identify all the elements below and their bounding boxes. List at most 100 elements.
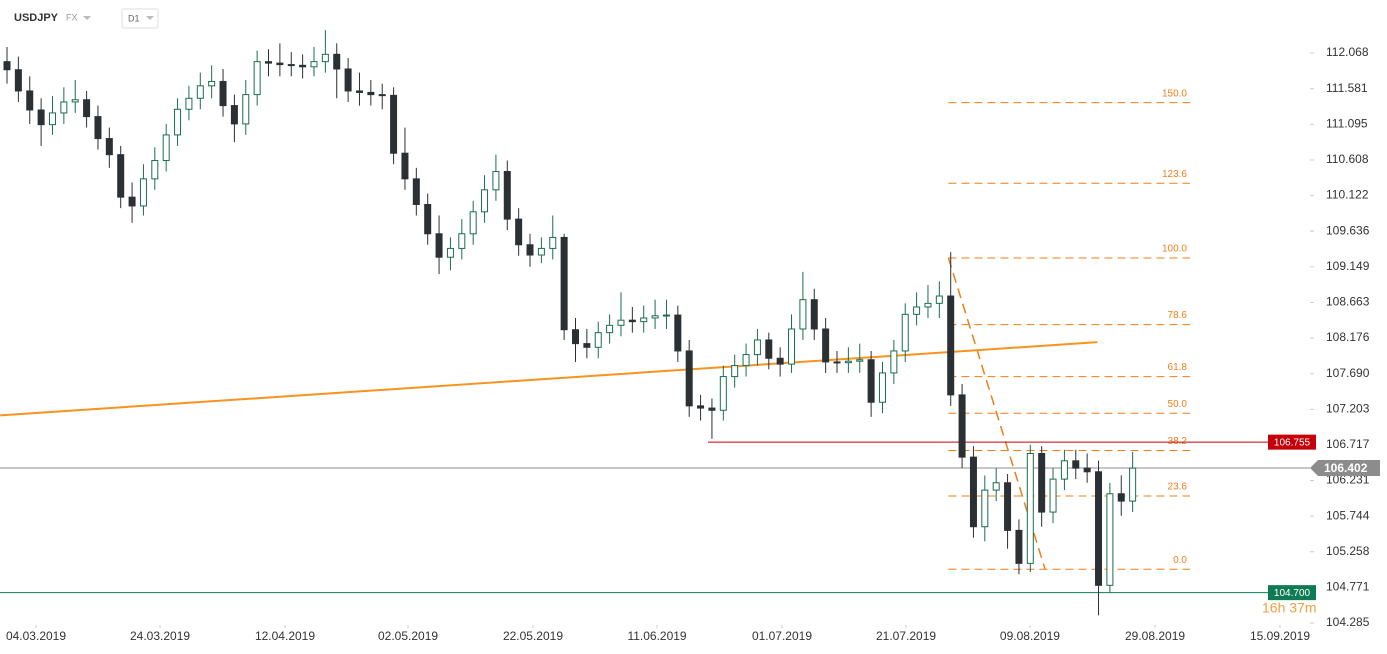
candle-body bbox=[1026, 452, 1034, 564]
interval[interactable]: D1 bbox=[128, 13, 140, 23]
fib-label: 150.0 bbox=[1162, 88, 1187, 99]
candle-body bbox=[48, 112, 56, 126]
x-tick-label: 22.05.2019 bbox=[503, 629, 563, 643]
candle-body bbox=[651, 315, 659, 319]
candle-body bbox=[708, 407, 716, 411]
candle-body bbox=[321, 53, 329, 63]
interval-box[interactable] bbox=[121, 8, 159, 29]
candle-body bbox=[265, 61, 273, 64]
candle-body bbox=[594, 332, 602, 348]
candle-body bbox=[878, 372, 886, 403]
candle-body bbox=[446, 247, 454, 258]
x-tick-label: 09.08.2019 bbox=[1000, 629, 1060, 643]
price-box bbox=[1310, 459, 1380, 476]
x-tick-label: 24.03.2019 bbox=[130, 629, 190, 643]
candle-body bbox=[390, 94, 398, 154]
fib-label: 61.8 bbox=[1168, 362, 1188, 373]
interval-caret[interactable] bbox=[146, 16, 154, 20]
candle-body bbox=[1004, 482, 1012, 531]
market-caret[interactable] bbox=[83, 16, 91, 20]
fib-label: 0.0 bbox=[1173, 555, 1187, 566]
candle-body bbox=[435, 233, 443, 258]
candle-body bbox=[287, 64, 295, 67]
candle-body bbox=[26, 90, 34, 111]
candle-body bbox=[742, 354, 750, 367]
candle-body bbox=[765, 339, 773, 359]
fib-anchor bbox=[947, 257, 1046, 570]
price-box bbox=[1268, 434, 1316, 450]
candle-body bbox=[947, 295, 955, 396]
y-tick-label: 106.717 bbox=[1326, 437, 1370, 451]
y-tick-label: 107.203 bbox=[1326, 401, 1370, 415]
candle-body bbox=[310, 61, 318, 68]
candle-body bbox=[208, 80, 216, 87]
x-tick-label: 29.08.2019 bbox=[1125, 629, 1185, 643]
x-tick-label: 15.09.2019 bbox=[1250, 629, 1310, 643]
candle-body bbox=[913, 306, 921, 315]
x-tick-label: 21.07.2019 bbox=[876, 629, 936, 643]
price-label: 106.755 bbox=[1274, 437, 1311, 448]
candle-body bbox=[469, 211, 477, 235]
y-tick-label: 110.122 bbox=[1326, 188, 1369, 202]
y-tick-label: 107.690 bbox=[1326, 366, 1370, 380]
x-tick-label: 01.07.2019 bbox=[752, 629, 812, 643]
candle-body bbox=[526, 244, 534, 256]
candle-body bbox=[549, 236, 557, 249]
candle-body bbox=[117, 154, 125, 198]
candle-body bbox=[537, 247, 545, 256]
y-tick-label: 108.663 bbox=[1326, 295, 1370, 309]
candle-body bbox=[185, 97, 193, 110]
candle-body bbox=[935, 295, 943, 304]
candle-body bbox=[1072, 460, 1080, 469]
fib-label: 23.6 bbox=[1168, 482, 1188, 493]
candle-body bbox=[83, 99, 91, 118]
symbol[interactable]: USDJPY bbox=[14, 12, 59, 24]
candle-body bbox=[37, 109, 45, 126]
x-tick-label: 12.04.2019 bbox=[255, 629, 315, 643]
candle-body bbox=[606, 324, 614, 334]
candle-body bbox=[788, 328, 796, 365]
candle-body bbox=[128, 196, 136, 207]
y-tick-label: 105.744 bbox=[1326, 508, 1370, 522]
price-label: 104.700 bbox=[1274, 588, 1311, 599]
candle-body bbox=[640, 317, 648, 323]
candle-body bbox=[719, 376, 727, 411]
candle-body bbox=[481, 189, 489, 213]
market[interactable]: FX bbox=[66, 12, 78, 22]
candle-body bbox=[617, 319, 625, 326]
fib-label: 78.6 bbox=[1168, 310, 1188, 321]
candle-body bbox=[810, 299, 818, 330]
candle-body bbox=[401, 152, 409, 180]
candle-body bbox=[799, 299, 807, 330]
candle-body bbox=[355, 90, 363, 93]
price-label: 106.402 bbox=[1324, 461, 1368, 475]
fib-label: 123.6 bbox=[1162, 169, 1187, 180]
candle-body bbox=[1060, 460, 1068, 480]
candle-body bbox=[503, 171, 511, 220]
candle-body bbox=[492, 171, 500, 191]
fib-label: 50.0 bbox=[1168, 399, 1188, 410]
candle-body bbox=[628, 319, 636, 323]
candle-body bbox=[1095, 471, 1103, 586]
y-tick-label: 110.608 bbox=[1326, 152, 1369, 166]
candle-body bbox=[1083, 467, 1091, 473]
candle-body bbox=[333, 53, 341, 70]
candle-body bbox=[1015, 529, 1023, 564]
candle-body bbox=[458, 233, 466, 249]
fib-label: 100.0 bbox=[1162, 244, 1187, 255]
candle-body bbox=[378, 94, 386, 97]
candle-body bbox=[992, 482, 1000, 491]
candle-body bbox=[139, 178, 147, 207]
candle-body bbox=[662, 314, 670, 317]
x-tick-label: 11.06.2019 bbox=[627, 629, 686, 643]
candle-body bbox=[776, 357, 784, 365]
price-box bbox=[1268, 585, 1316, 601]
candle-body bbox=[174, 108, 182, 136]
candle-body bbox=[981, 489, 989, 528]
y-tick-label: 109.149 bbox=[1326, 259, 1370, 273]
y-tick-label: 104.285 bbox=[1326, 615, 1370, 629]
candle-body bbox=[196, 85, 204, 99]
x-tick-label: 02.05.2019 bbox=[378, 629, 438, 643]
y-tick-label: 106.231 bbox=[1326, 473, 1370, 487]
candle-body bbox=[412, 178, 420, 205]
